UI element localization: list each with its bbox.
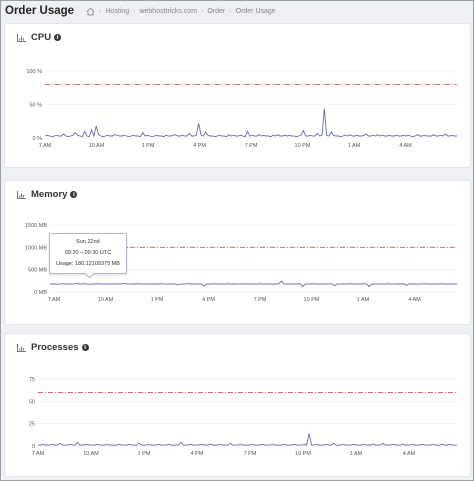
breadcrumb: › Hosting › webhosttricks.com › Order › … (86, 7, 276, 16)
breadcrumb-order-usage: Order Usage (235, 7, 276, 15)
x-tick-label: 7 AM (48, 297, 61, 303)
x-tick-label: 4 AM (403, 451, 416, 457)
x-tick-label: 1 AM (350, 451, 363, 457)
x-tick-label: 10 AM (98, 297, 114, 303)
page-title: Order Usage (5, 5, 75, 17)
breadcrumb-separator: › (201, 7, 204, 15)
x-tick-label: 4 PM (202, 297, 215, 303)
x-tick-label: 1 PM (138, 451, 151, 457)
y-tick-label: 0 % (33, 136, 43, 142)
tooltip-time: 09:20 – 09:30 UTC (64, 250, 112, 256)
y-tick-label: 75 (29, 377, 35, 383)
breadcrumb-hosting[interactable]: Hosting (105, 7, 130, 15)
x-tick-label: 1 AM (357, 297, 370, 303)
processes-card: Processes i 75 50 25 0 7 AM 10 AM 1 PM 4 PM 7 PM… (5, 334, 470, 476)
info-icon[interactable]: i (54, 34, 62, 41)
x-tick-label: 7 AM (32, 451, 45, 457)
y-tick-label: 0 (32, 444, 35, 450)
y-tick-label: 50 % (29, 103, 42, 109)
series-line (38, 433, 457, 446)
memory-card: Memory i 1500 MB 1000 MB 500 MB 0 MB 7 AM 10 … (5, 181, 470, 324)
x-tick-label: 10 AM (83, 451, 99, 457)
memory-card-header: Memory i (17, 189, 78, 200)
y-tick-label: 1500 MB (25, 223, 47, 229)
y-tick-label: 1000 MB (25, 245, 47, 251)
bar-chart-icon (17, 33, 26, 42)
info-icon[interactable]: i (70, 191, 78, 198)
breadcrumb-domain[interactable]: webhosttricks.com (139, 7, 198, 15)
y-tick-label: 500 MB (28, 268, 47, 274)
bar-chart-icon (17, 190, 26, 199)
x-tick-label: 4 AM (399, 143, 412, 149)
info-icon[interactable]: i (81, 344, 89, 351)
x-tick-label: 7 PM (244, 451, 257, 457)
cpu-card: CPU i 100 % 50 % 0 % 7 AM 10 AM 1 PM 4 PM 7 PM 1… (5, 24, 470, 167)
top-bar: Order Usage › Hosting › webhosttricks.co… (5, 3, 276, 19)
tooltip-usage: Usage: 180.12109375 MB (56, 261, 120, 267)
x-tick-label: 10 PM (295, 451, 311, 457)
home-icon[interactable] (86, 7, 95, 16)
breadcrumb-separator: › (229, 7, 232, 15)
breadcrumb-separator: › (133, 7, 136, 15)
x-tick-label: 10 PM (295, 143, 311, 149)
x-tick-label: 4 AM (408, 297, 421, 303)
x-tick-label: 4 PM (193, 143, 206, 149)
series-line (44, 108, 457, 138)
tooltip-date: Sun 22nd (76, 239, 100, 245)
x-tick-label: 7 AM (39, 143, 52, 149)
memory-title: Memory (31, 189, 68, 200)
x-tick-label: 1 PM (142, 143, 155, 149)
x-tick-label: 1 AM (348, 143, 361, 149)
y-tick-label: 100 % (26, 69, 42, 75)
processes-chart: 75 50 25 07 AM 10 AM 1 PM 4 PM 7 PM 10 PM 1 AM 4 A… (29, 377, 457, 457)
x-tick-label: 7 PM (245, 143, 258, 149)
x-tick-label: 10 AM (89, 143, 105, 149)
x-tick-label: 7 PM (254, 297, 267, 303)
x-tick-label: 10 PM (304, 297, 320, 303)
cpu-card-header: CPU i (17, 32, 62, 43)
breadcrumb-order[interactable]: Order (207, 7, 226, 15)
processes-title: Processes (31, 342, 79, 353)
y-tick-label: 0 MB (34, 290, 47, 296)
processes-card-header: Processes i (17, 342, 89, 353)
breadcrumb-separator: › (99, 7, 102, 15)
cpu-title: CPU (31, 32, 52, 43)
y-tick-label: 25 (29, 422, 35, 428)
series-line (50, 280, 458, 288)
y-tick-label: 50 (29, 399, 35, 405)
cpu-chart: 100 % 50 % 0 %7 AM 10 AM 1 PM 4 PM 7 PM 10 PM 1 … (26, 69, 457, 149)
x-tick-label: 4 PM (191, 451, 204, 457)
x-tick-label: 1 PM (151, 297, 164, 303)
bar-chart-icon (17, 343, 26, 352)
chart-tooltip: Sun 22nd 09:20 – 09:30 UTC Usage: 180.12… (49, 233, 127, 274)
